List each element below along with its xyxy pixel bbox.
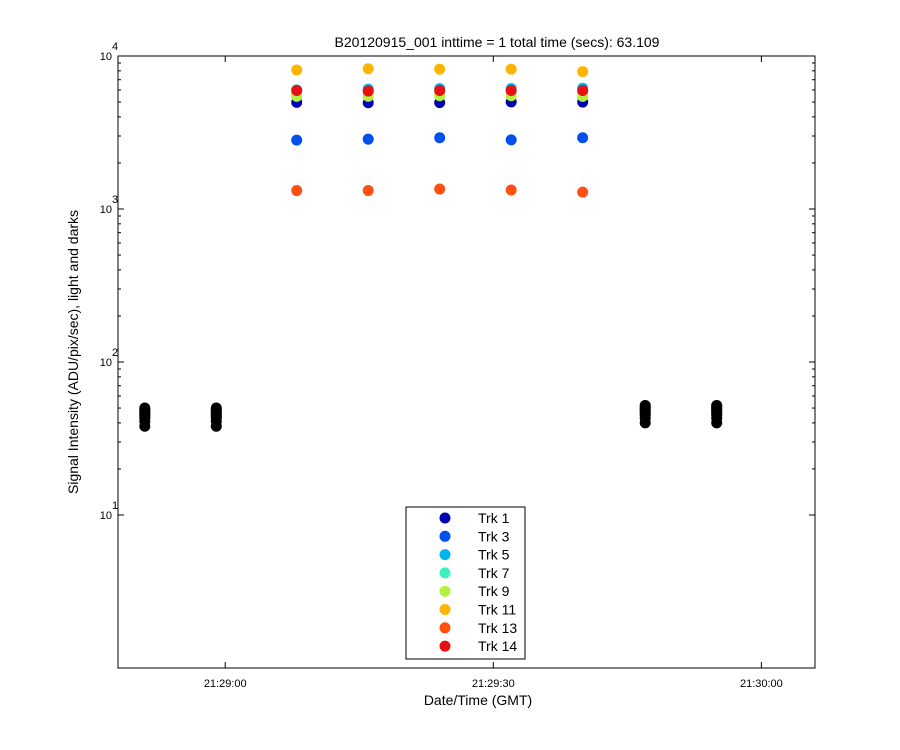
- legend-marker: [439, 530, 451, 542]
- point-trk-14: [362, 85, 374, 97]
- x-axis-label: Date/Time (GMT): [424, 692, 532, 708]
- legend-box: [405, 506, 526, 660]
- legend-marker: [439, 622, 451, 634]
- dark-point: [711, 399, 723, 411]
- y-tick-exponent: 3: [112, 194, 118, 206]
- y-tick-label: 10: [100, 510, 112, 522]
- point-trk-3: [362, 133, 374, 145]
- dark-point: [210, 402, 222, 414]
- y-tick-label: 10: [100, 51, 112, 63]
- legend-marker: [439, 604, 451, 615]
- point-trk-13: [434, 183, 446, 195]
- point-trk-13: [291, 185, 303, 197]
- legend-marker: [439, 567, 451, 579]
- legend-label: Trk 13: [478, 620, 517, 636]
- point-trk-11: [362, 63, 374, 75]
- point-trk-3: [505, 134, 517, 146]
- x-tick-label: 21:29:00: [204, 678, 247, 690]
- point-trk-13: [505, 184, 517, 196]
- y-tick-exponent: 1: [112, 500, 118, 512]
- legend-label: Trk 11: [478, 602, 516, 618]
- point-trk-3: [291, 134, 303, 146]
- y-tick-label: 10: [100, 357, 112, 369]
- x-tick-label: 21:30:00: [740, 678, 783, 690]
- point-trk-3: [434, 132, 446, 144]
- point-trk-11: [505, 63, 517, 75]
- point-trk-3: [577, 132, 589, 144]
- point-trk-11: [291, 64, 303, 76]
- legend-label: Trk 1: [478, 510, 510, 526]
- point-trk-14: [291, 84, 303, 96]
- legend-marker: [439, 512, 451, 524]
- legend: Trk 1 Trk 3 Trk 5 Trk 7 Trk 9 Trk 11 Trk 13 Trk…: [405, 506, 526, 660]
- point-trk-11: [577, 66, 589, 78]
- legend-marker: [439, 585, 451, 597]
- point-trk-14: [434, 84, 446, 96]
- y-tick-label: 10: [100, 204, 112, 216]
- point-trk-11: [434, 63, 446, 75]
- legend-label: Trk 5: [478, 547, 510, 563]
- point-trk-14: [577, 84, 589, 96]
- dark-point: [139, 402, 151, 414]
- dark-point: [639, 399, 651, 411]
- x-tick-label: 21:29:30: [472, 678, 515, 690]
- legend-label: Trk 3: [478, 528, 510, 544]
- legend-label: Trk 14: [478, 638, 517, 654]
- point-trk-14: [505, 84, 517, 96]
- point-trk-13: [577, 186, 589, 198]
- chart-title: B20120915_001 inttime = 1 total time (se…: [335, 34, 660, 50]
- y-tick-exponent: 4: [112, 41, 118, 53]
- legend-label: Trk 7: [478, 565, 510, 581]
- y-tick-exponent: 2: [112, 347, 118, 359]
- data-points: [139, 63, 723, 432]
- legend-marker: [439, 549, 451, 561]
- legend-label: Trk 9: [478, 583, 510, 599]
- legend-marker: [439, 640, 451, 652]
- point-trk-13: [362, 185, 374, 197]
- y-axis-label: Signal Intensity (ADU/pix/sec), light an…: [65, 210, 81, 494]
